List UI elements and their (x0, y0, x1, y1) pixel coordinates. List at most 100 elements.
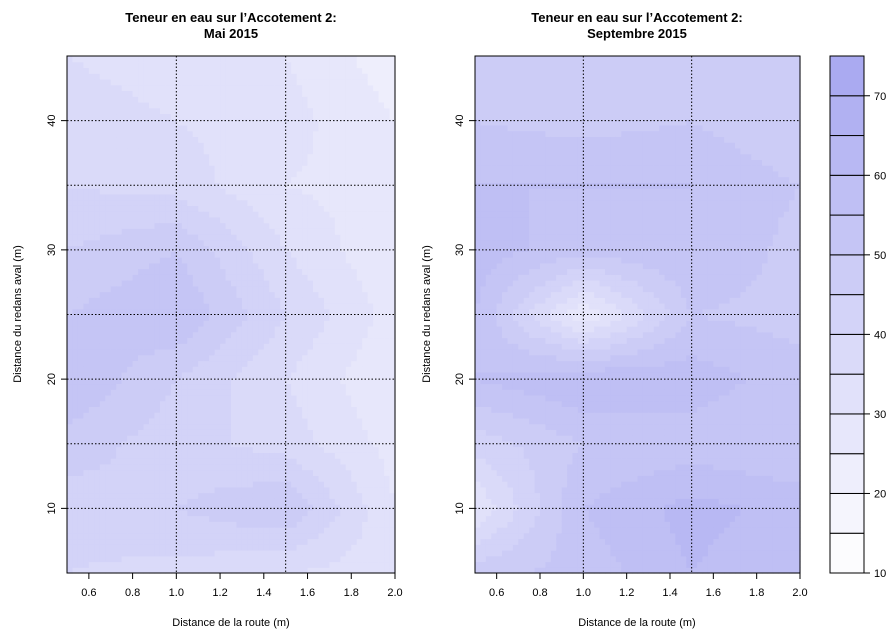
contour-cell (362, 371, 369, 379)
contour-cell (214, 78, 221, 86)
contour-cell (241, 67, 248, 74)
contour-cell (143, 193, 150, 201)
contour-cell (296, 96, 303, 103)
contour-cell (154, 486, 161, 494)
contour-cell (356, 245, 363, 252)
contour-cell (83, 61, 90, 69)
contour-cell (323, 205, 330, 212)
contour-cell (105, 130, 112, 138)
contour-cell (274, 291, 281, 298)
contour-cell (313, 222, 320, 229)
contour-cell (187, 101, 194, 109)
contour-cell (296, 199, 303, 206)
contour-cell (362, 314, 369, 321)
contour-cell (181, 90, 188, 97)
contour-cell (198, 486, 205, 494)
contour-cell (356, 555, 363, 563)
contour-cell (323, 354, 330, 362)
contour-cell (318, 377, 325, 385)
contour-cell (291, 435, 298, 442)
contour-cell (263, 101, 270, 109)
contour-cell (214, 245, 221, 252)
contour-cell (99, 429, 106, 436)
contour-cell (72, 331, 79, 339)
contour-cell (313, 509, 320, 517)
contour-cell (143, 481, 150, 488)
contour-cell (83, 360, 90, 367)
contour-cell (165, 84, 172, 92)
contour-cell (302, 463, 309, 471)
contour-cell (209, 377, 216, 385)
contour-cell (198, 176, 205, 183)
contour-cell (318, 176, 325, 183)
contour-cell (83, 285, 90, 293)
contour-cell (209, 371, 216, 379)
contour-cell (67, 211, 74, 218)
contour-cell (72, 446, 79, 453)
contour-cell (149, 435, 156, 442)
contour-cell (154, 509, 161, 517)
contour-cell (198, 268, 205, 275)
contour-cell (127, 463, 134, 471)
contour-cell (154, 412, 161, 419)
contour-cell (280, 136, 287, 143)
contour-cell (77, 234, 84, 241)
contour-cell (323, 550, 330, 557)
contour-cell (274, 567, 281, 574)
contour-cell (334, 389, 341, 396)
contour-cell (94, 297, 101, 304)
contour-cell (209, 136, 216, 143)
contour-cell (274, 193, 281, 201)
contour-cell (170, 486, 177, 494)
contour-cell (132, 423, 139, 430)
contour-cell (176, 101, 183, 109)
contour-cell (116, 532, 123, 540)
contour-cell (285, 101, 292, 109)
contour-cell (99, 354, 106, 362)
contour-cell (154, 274, 161, 281)
contour-cell (247, 412, 254, 419)
contour-cell (170, 142, 177, 149)
contour-cell (149, 78, 156, 86)
contour-cell (367, 504, 374, 511)
contour-cell (307, 90, 314, 97)
contour-cell (83, 130, 90, 138)
contour-cell (280, 550, 287, 557)
contour-cell (252, 84, 259, 92)
contour-cell (77, 366, 84, 373)
contour-cell (138, 550, 145, 557)
contour-cell (67, 274, 74, 281)
contour-cell (340, 280, 347, 287)
contour-cell (192, 308, 199, 316)
contour-cell (345, 159, 352, 166)
contour-cell (269, 354, 276, 362)
contour-cell (165, 291, 172, 298)
contour-cell (132, 544, 139, 551)
contour-cell (187, 463, 194, 471)
contour-cell (176, 550, 183, 557)
contour-cell (313, 165, 320, 172)
chart-subtitle: Mai 2015 (204, 26, 258, 41)
contour-cell (220, 136, 227, 143)
contour-cell (149, 119, 156, 126)
contour-cell (72, 153, 79, 160)
contour-cell (263, 211, 270, 218)
contour-cell (247, 429, 254, 436)
contour-cell (105, 84, 112, 92)
contour-cell (252, 538, 259, 545)
contour-cell (318, 498, 325, 505)
contour-cell (127, 262, 134, 270)
contour-cell (318, 136, 325, 143)
contour-cell (121, 176, 128, 183)
contour-cell (105, 205, 112, 212)
contour-cell (170, 532, 177, 540)
contour-cell (154, 228, 161, 235)
contour-cell (143, 325, 150, 333)
contour-cell (285, 446, 292, 453)
contour-cell (198, 205, 205, 212)
contour-cell (88, 101, 95, 109)
contour-cell (187, 377, 194, 385)
contour-cell (149, 61, 156, 69)
contour-cell (127, 337, 134, 344)
contour-cell (302, 205, 309, 212)
